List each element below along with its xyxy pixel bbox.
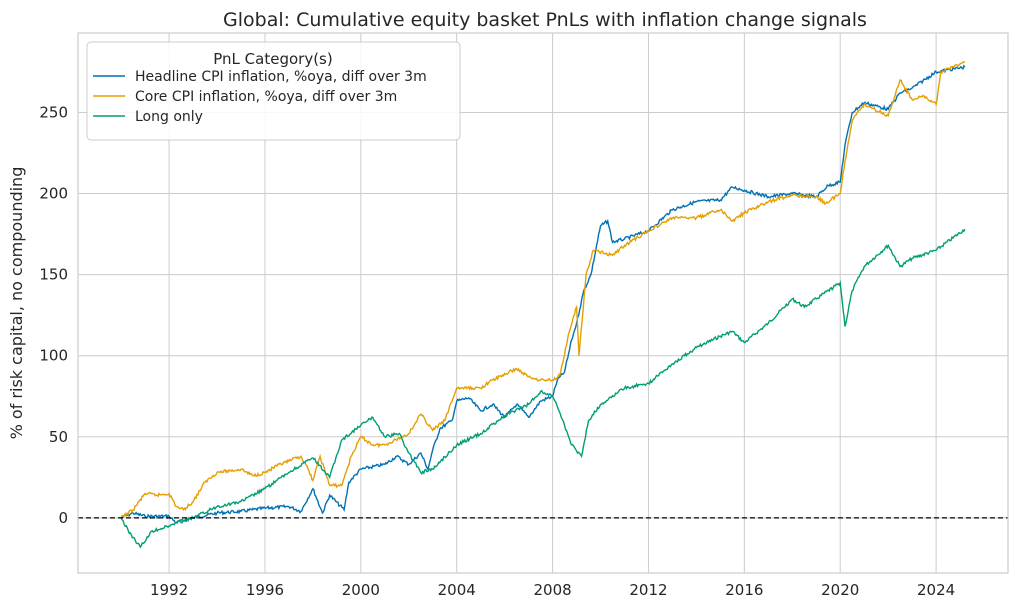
plot-frame <box>77 32 1009 574</box>
x-tick-label: 2020 <box>821 581 859 599</box>
y-tick-label: 200 <box>39 185 68 203</box>
x-tick-label: 1996 <box>246 581 284 599</box>
x-tick-label: 2024 <box>917 581 955 599</box>
y-axis-label: % of risk capital, no compounding <box>7 167 26 440</box>
x-tick-label: 2000 <box>342 581 380 599</box>
chart-title: Global: Cumulative equity basket PnLs wi… <box>223 9 867 31</box>
legend-entry: Long only <box>135 109 203 125</box>
legend-entry: Headline CPI inflation, %oya, diff over … <box>135 69 427 85</box>
y-tick-label: 150 <box>39 266 68 284</box>
legend-title: PnL Category(s) <box>213 50 332 68</box>
x-tick-label: 2012 <box>629 581 667 599</box>
x-tick-label: 1992 <box>150 581 188 599</box>
legend: PnL Category(s) Headline CPI inflation, … <box>86 41 461 141</box>
y-tick-label: 0 <box>58 509 68 527</box>
y-tick-label: 100 <box>39 347 68 365</box>
series-line-1 <box>120 60 966 519</box>
x-tick-label: 2016 <box>725 581 763 599</box>
y-tick-label: 250 <box>39 103 68 121</box>
series-line-2 <box>120 228 966 549</box>
y-tick-label: 50 <box>49 428 68 446</box>
x-tick-label: 2008 <box>533 581 571 599</box>
x-tick-label: 2004 <box>438 581 476 599</box>
legend-box <box>86 41 461 141</box>
series-line-0 <box>120 64 966 524</box>
legend-entry: Core CPI inflation, %oya, diff over 3m <box>135 89 397 105</box>
